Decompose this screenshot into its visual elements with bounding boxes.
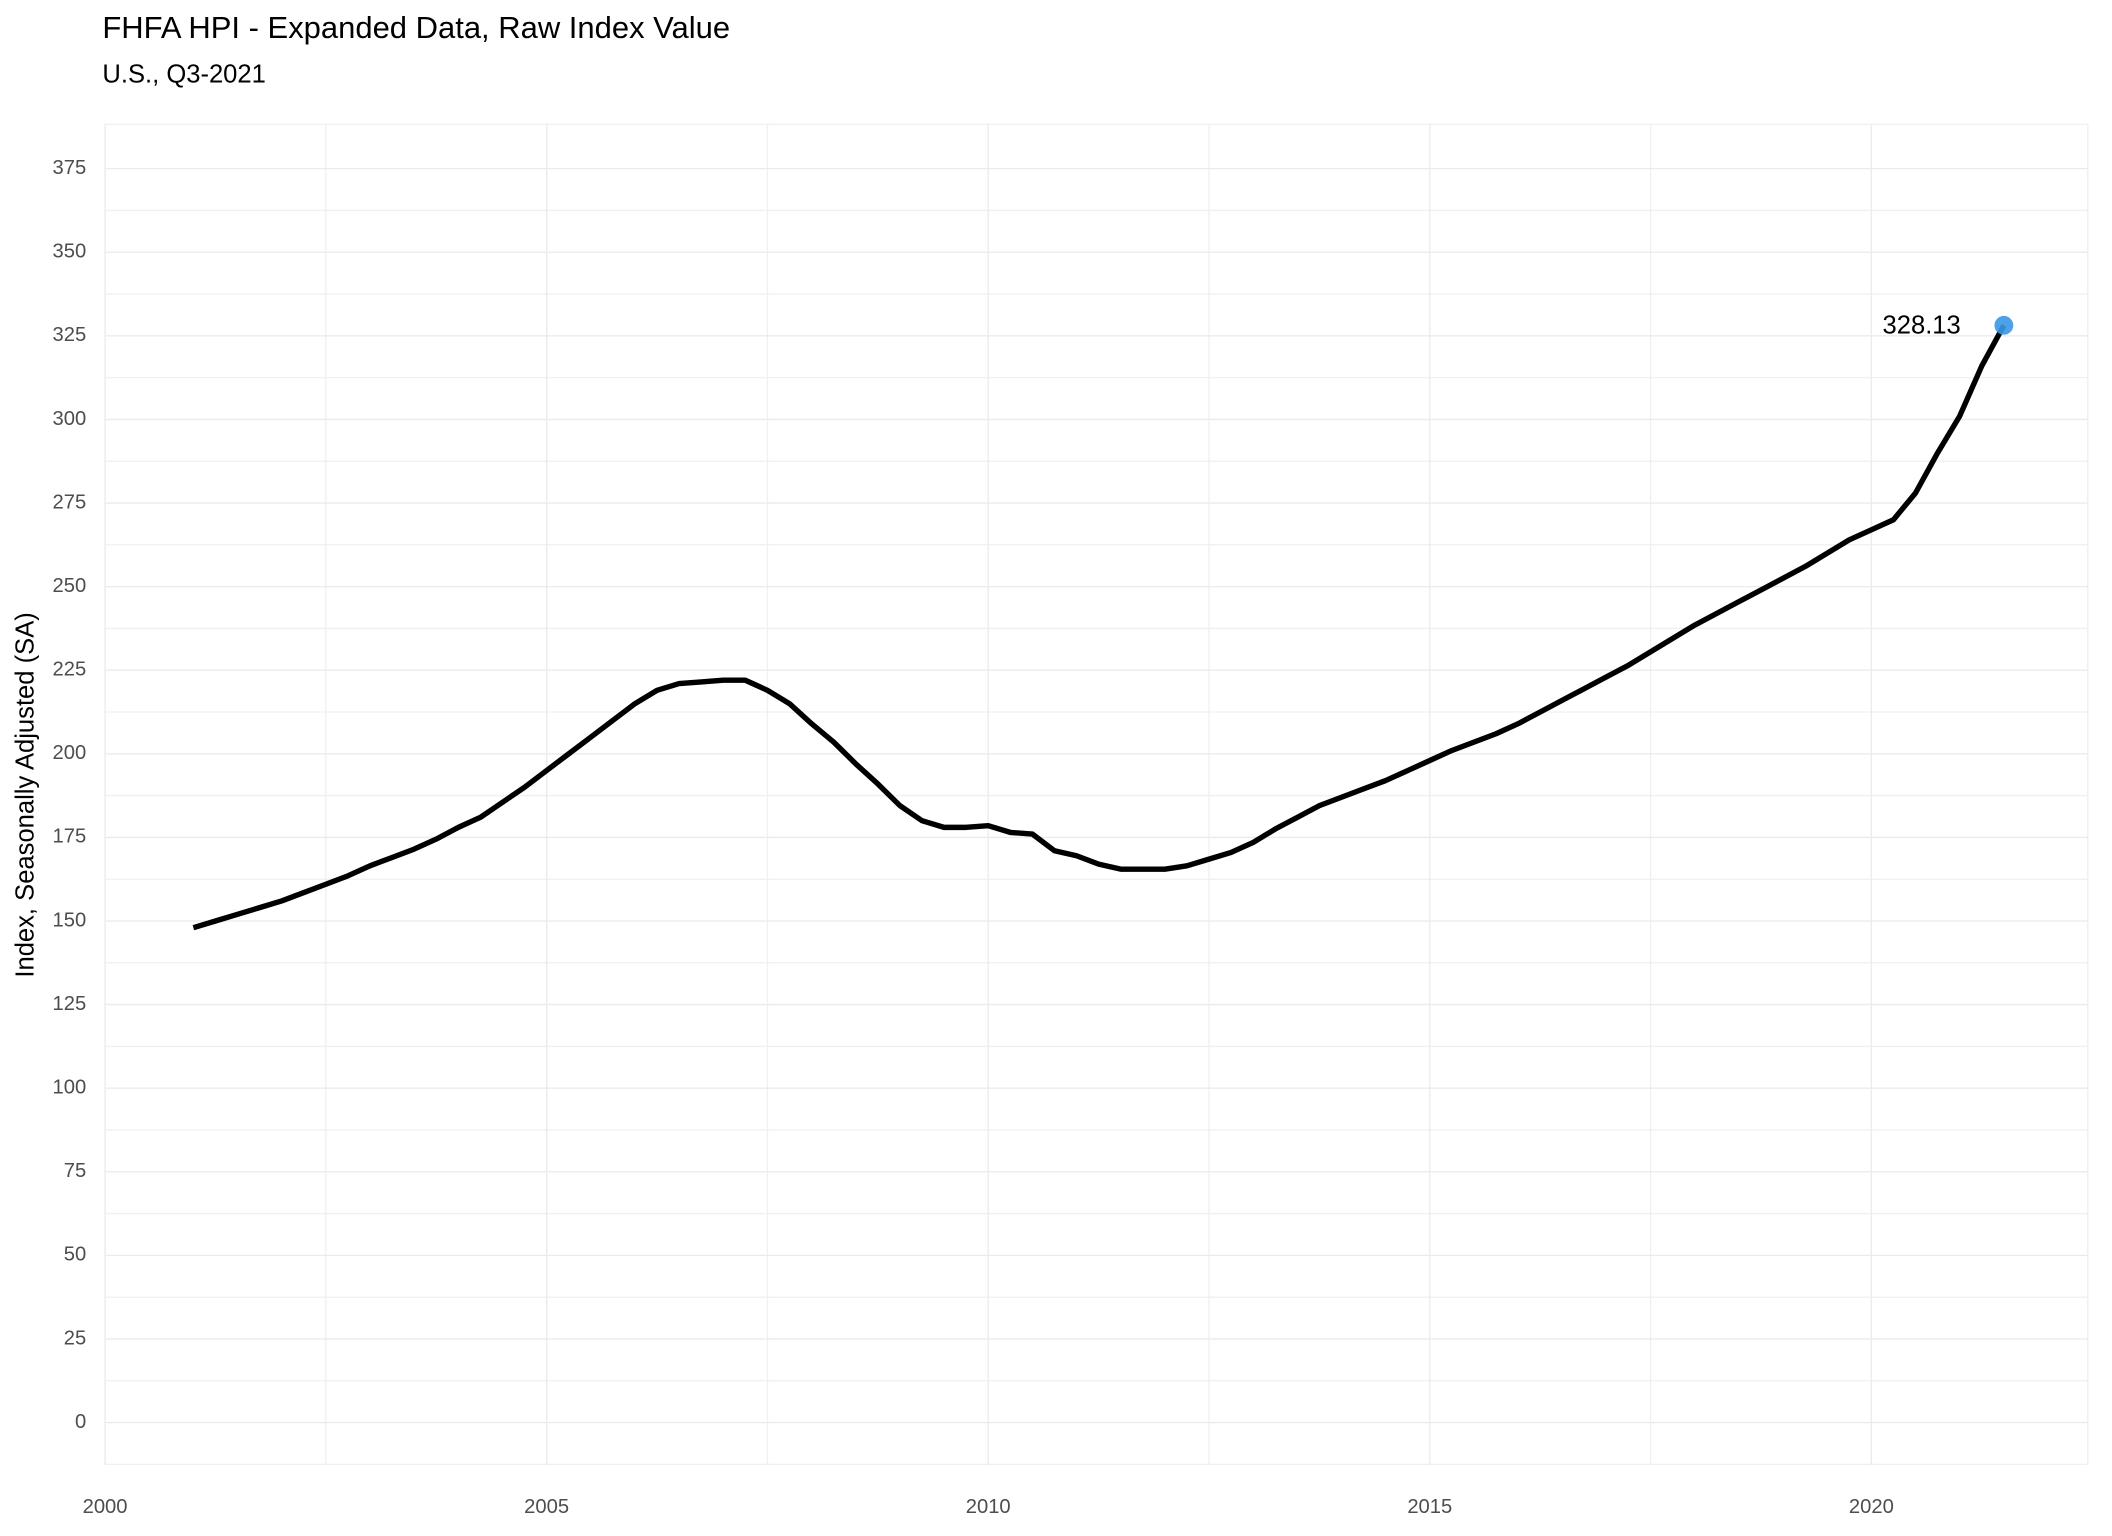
y-tick-label: 25 bbox=[64, 1327, 86, 1349]
y-tick-label: 250 bbox=[53, 575, 87, 597]
highlight-label: 328.13 bbox=[1883, 311, 1961, 339]
y-tick-label: 225 bbox=[53, 659, 87, 681]
y-tick-label: 200 bbox=[53, 742, 87, 764]
y-tick-label: 325 bbox=[53, 324, 87, 346]
chart-subtitle: U.S., Q3-2021 bbox=[102, 60, 266, 88]
y-tick-label: 125 bbox=[53, 993, 87, 1015]
y-tick-label: 275 bbox=[53, 491, 87, 513]
y-tick-label: 0 bbox=[75, 1411, 86, 1433]
y-tick-label: 175 bbox=[53, 826, 87, 848]
y-tick-label: 75 bbox=[64, 1160, 86, 1182]
y-tick-label: 300 bbox=[53, 408, 87, 430]
x-tick-label: 2010 bbox=[966, 1496, 1011, 1518]
x-tick-label: 2020 bbox=[1849, 1496, 1894, 1518]
data-line bbox=[192, 324, 2007, 931]
y-tick-label: 375 bbox=[53, 157, 87, 179]
x-tick-label: 2000 bbox=[83, 1496, 128, 1518]
y-tick-label: 50 bbox=[64, 1244, 86, 1266]
x-tick-label: 2015 bbox=[1407, 1496, 1452, 1518]
y-tick-label: 350 bbox=[53, 241, 87, 263]
y-tick-label: 150 bbox=[53, 909, 87, 931]
highlight-point bbox=[1994, 315, 2014, 335]
x-tick-label: 2005 bbox=[524, 1496, 569, 1518]
y-axis-label: Index, Seasonally Adjusted (SA) bbox=[12, 612, 40, 977]
chart-title: FHFA HPI - Expanded Data, Raw Index Valu… bbox=[102, 10, 730, 45]
y-tick-label: 100 bbox=[53, 1077, 87, 1099]
